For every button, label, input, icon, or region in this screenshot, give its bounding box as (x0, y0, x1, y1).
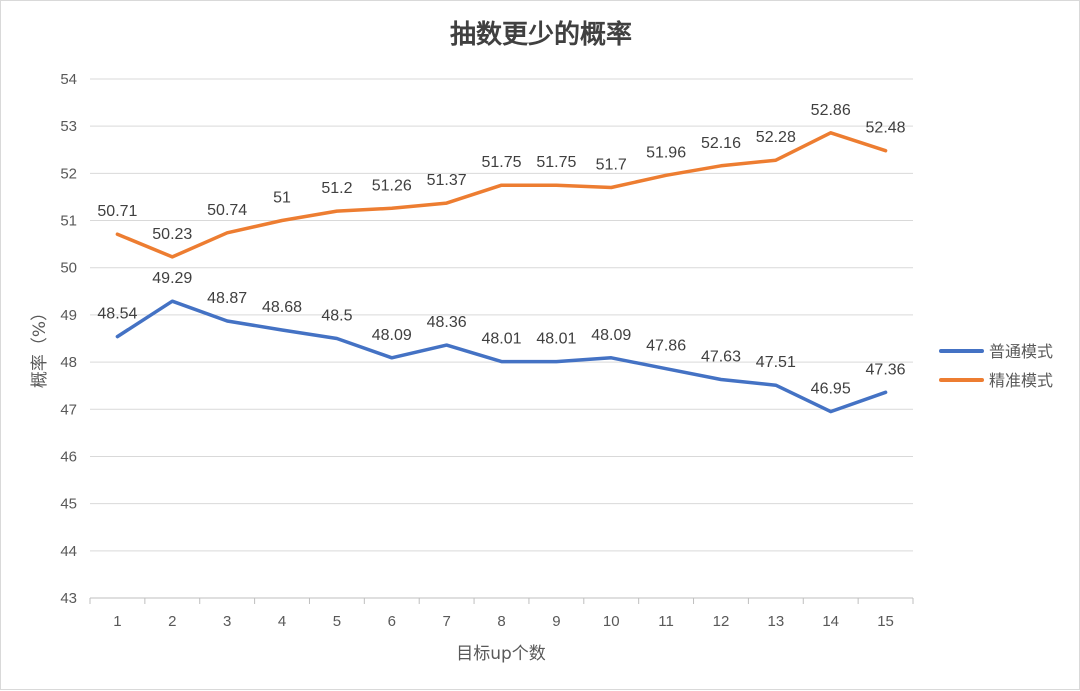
y-tick-label: 45 (60, 496, 77, 513)
data-label: 48.01 (536, 331, 576, 348)
data-label: 51 (273, 190, 291, 207)
y-axis-title: 概率（%） (30, 304, 50, 388)
data-label: 52.48 (866, 120, 906, 137)
x-tick-label: 4 (278, 613, 286, 630)
data-label: 51.2 (321, 180, 352, 197)
data-label: 50.23 (152, 226, 192, 243)
x-tick-label: 11 (658, 613, 674, 630)
x-tick-label: 13 (767, 613, 784, 630)
legend-label: 精准模式 (989, 371, 1053, 390)
x-tick-label: 8 (497, 613, 505, 630)
x-tick-label: 5 (333, 613, 341, 630)
data-label: 51.26 (372, 177, 412, 194)
y-tick-label: 47 (60, 401, 77, 418)
y-tick-label: 52 (60, 165, 77, 182)
data-label: 50.74 (207, 202, 247, 219)
data-label: 48.5 (321, 308, 352, 325)
y-tick-label: 44 (60, 543, 77, 560)
y-tick-label: 48 (60, 354, 77, 371)
x-tick-label: 2 (168, 613, 176, 630)
data-label: 47.63 (701, 349, 741, 366)
x-tick-label: 14 (822, 613, 839, 630)
y-tick-label: 49 (60, 307, 77, 324)
series-line-2 (117, 133, 885, 257)
data-label: 52.16 (701, 135, 741, 152)
chart-title: 抽数更少的概率 (450, 19, 632, 50)
x-tick-label: 10 (603, 613, 620, 630)
data-label: 50.71 (97, 203, 137, 220)
data-label: 51.96 (646, 144, 686, 161)
data-label: 48.68 (262, 299, 302, 316)
data-label: 48.87 (207, 290, 247, 307)
data-label: 48.54 (97, 306, 137, 323)
y-tick-label: 43 (60, 590, 77, 607)
data-label: 48.09 (591, 327, 631, 344)
x-tick-label: 7 (442, 613, 450, 630)
x-axis-title: 目标up个数 (456, 644, 546, 664)
data-label: 47.86 (646, 338, 686, 355)
data-label: 51.7 (596, 157, 627, 174)
y-tick-label: 53 (60, 118, 77, 135)
data-label: 48.09 (372, 327, 412, 344)
data-label: 52.86 (811, 102, 851, 119)
x-tick-label: 12 (713, 613, 730, 630)
y-tick-label: 54 (60, 71, 77, 88)
data-label: 48.36 (427, 314, 467, 331)
data-label: 51.75 (481, 154, 521, 171)
data-label: 46.95 (811, 381, 851, 398)
data-label: 47.51 (756, 354, 796, 371)
data-label: 49.29 (152, 270, 192, 287)
y-tick-label: 50 (60, 260, 77, 277)
data-label: 51.37 (427, 172, 467, 189)
data-label: 51.75 (536, 154, 576, 171)
x-tick-label: 3 (223, 613, 231, 630)
y-tick-label: 46 (60, 448, 77, 465)
y-tick-label: 51 (60, 213, 77, 230)
x-tick-label: 9 (552, 613, 560, 630)
data-label: 52.28 (756, 129, 796, 146)
x-tick-label: 1 (113, 613, 121, 630)
x-tick-label: 6 (388, 613, 396, 630)
data-labels: 48.54 49.29 48.87 48.68 48.5 48.09 48.36 48.01 4… (97, 102, 905, 398)
x-tick-label: 15 (877, 613, 894, 630)
data-label: 48.01 (481, 331, 521, 348)
legend-label: 普通模式 (989, 342, 1053, 361)
data-label: 47.36 (866, 361, 906, 378)
